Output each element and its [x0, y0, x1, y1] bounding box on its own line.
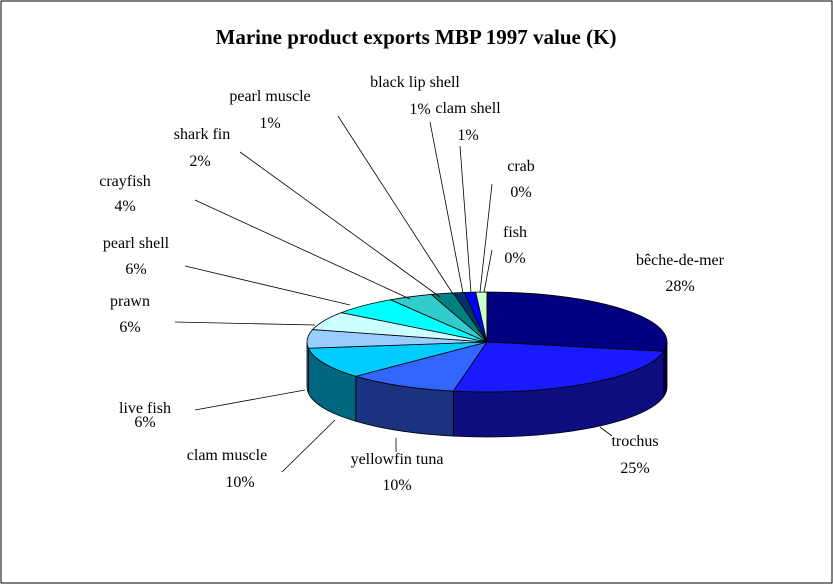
chart-title: Marine product exports MBP 1997 value (K… [216, 25, 617, 49]
slice-label: fish [503, 224, 527, 241]
leader-line [184, 265, 351, 306]
slice-label: clam muscle [187, 447, 267, 464]
slice-value-label: 10% [382, 477, 411, 494]
slice-value-label: 6% [125, 261, 146, 278]
slice-label: live fish [119, 400, 171, 417]
slice-label: crab [507, 158, 535, 175]
leader-line [194, 199, 411, 300]
pie-slice [452, 341, 665, 393]
leader-line [483, 249, 493, 293]
slice-value-label: 10% [225, 474, 254, 491]
slice-label: pearl shell [103, 235, 170, 252]
slice-value-label: 0% [510, 184, 531, 201]
leader-line [281, 419, 336, 473]
slice-value-label: 6% [119, 319, 140, 336]
slice-value-label: 6% [134, 414, 155, 431]
leader-line [599, 426, 613, 437]
pie-slice [354, 341, 488, 392]
pie-slice [486, 291, 668, 352]
leader-line [337, 115, 454, 295]
slice-label: shark fin [174, 126, 230, 143]
slice-label: black lip shell [370, 74, 460, 91]
slice-label: bêche-de-mer [636, 252, 725, 269]
leader-line [194, 389, 306, 411]
leader-line [429, 121, 464, 294]
slice-value-label: 25% [620, 460, 649, 477]
slice-value-label: 4% [114, 198, 135, 215]
slice-label: crayfish [99, 173, 151, 190]
slice-label: prawn [110, 293, 150, 310]
slice-value-label: 0% [504, 250, 525, 267]
slice-value-label: 1% [409, 101, 430, 118]
slice-value-label: 1% [259, 115, 280, 132]
pie-slice-side [306, 341, 309, 394]
slice-value-label: 2% [189, 153, 210, 170]
leader-line [239, 151, 441, 298]
slice-label: yellowfin tuna [351, 451, 444, 468]
slice-value-label: 1% [457, 127, 478, 144]
slice-label: clam shell [435, 100, 501, 117]
slice-label: pearl muscle [229, 88, 310, 105]
slice-value-label: 28% [665, 278, 694, 295]
leader-line [174, 321, 316, 326]
leader-line [459, 145, 472, 294]
leader-line [479, 183, 493, 293]
slice-label: trochus [611, 433, 658, 450]
pie-slice [307, 341, 488, 377]
